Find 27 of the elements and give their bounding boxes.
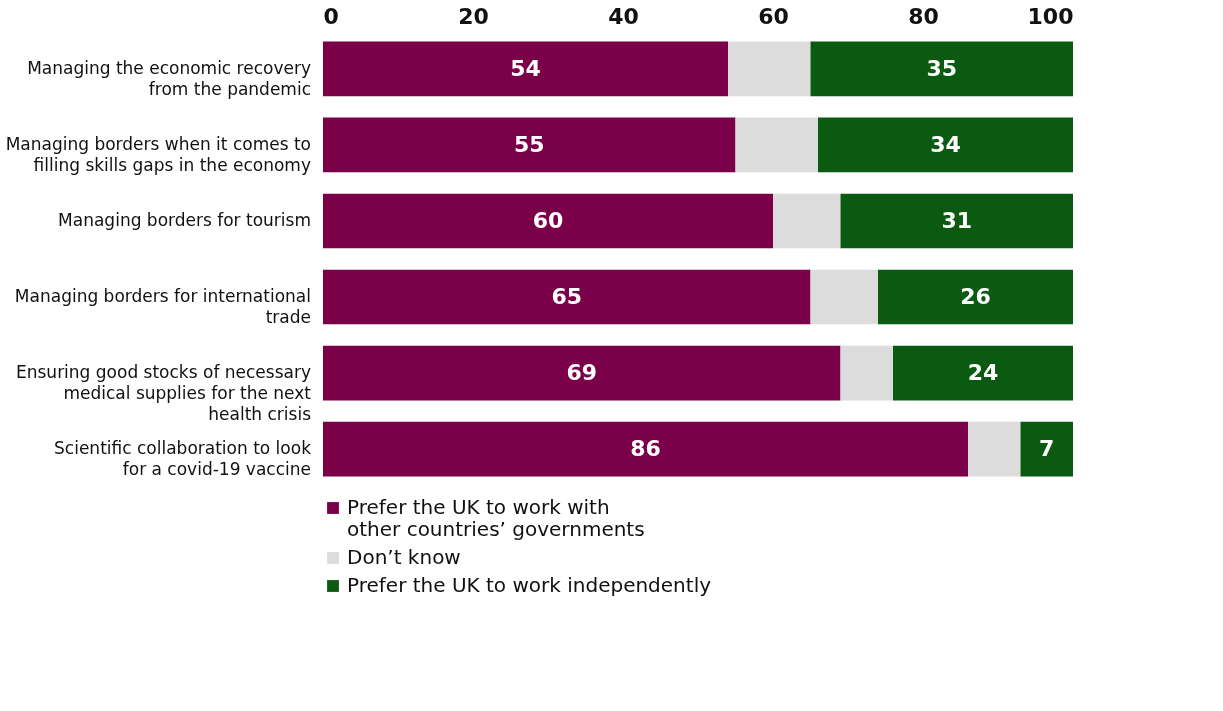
legend-label: Prefer the UK to work independently	[347, 573, 712, 597]
data-label: 54	[510, 55, 541, 81]
x-tick-label: 40	[608, 3, 639, 29]
x-tick-label: 20	[458, 3, 489, 29]
y-tick-label: Managing borders for international trade	[14, 286, 311, 328]
data-label: 24	[967, 360, 999, 386]
legend-label: Don’t know	[347, 545, 461, 569]
data-label: 65	[551, 284, 583, 310]
data-label: 86	[630, 436, 661, 462]
legend-label: Prefer the UK to work with other countries’ governments	[347, 495, 645, 541]
y-tick-label: Managing borders when it comes to filling skills gaps in the economy	[5, 133, 311, 175]
y-tick-label: Managing borders for tourism	[58, 209, 311, 230]
y-tick-label: Ensuring good stocks of necessary medical supplies for the next health crisis	[15, 362, 312, 425]
x-tick-label: 100	[1027, 3, 1074, 29]
y-tick-label: Scientific collaboration to look for a covid-19 vaccine	[54, 438, 312, 480]
data-label: 34	[930, 131, 961, 157]
data-label: 55	[513, 131, 545, 157]
x-tick-label: 60	[758, 3, 789, 29]
data-label: 31	[941, 207, 973, 233]
data-label: 7	[1039, 436, 1055, 462]
data-label: 60	[532, 207, 564, 233]
x-tick-label: 0	[323, 3, 339, 29]
data-label: 35	[926, 55, 958, 81]
x-tick-label: 80	[908, 3, 939, 29]
data-label: 26	[960, 284, 991, 310]
y-tick-label: Managing the economic recovery from the pandemic	[27, 57, 311, 99]
data-label: 69	[566, 360, 598, 386]
